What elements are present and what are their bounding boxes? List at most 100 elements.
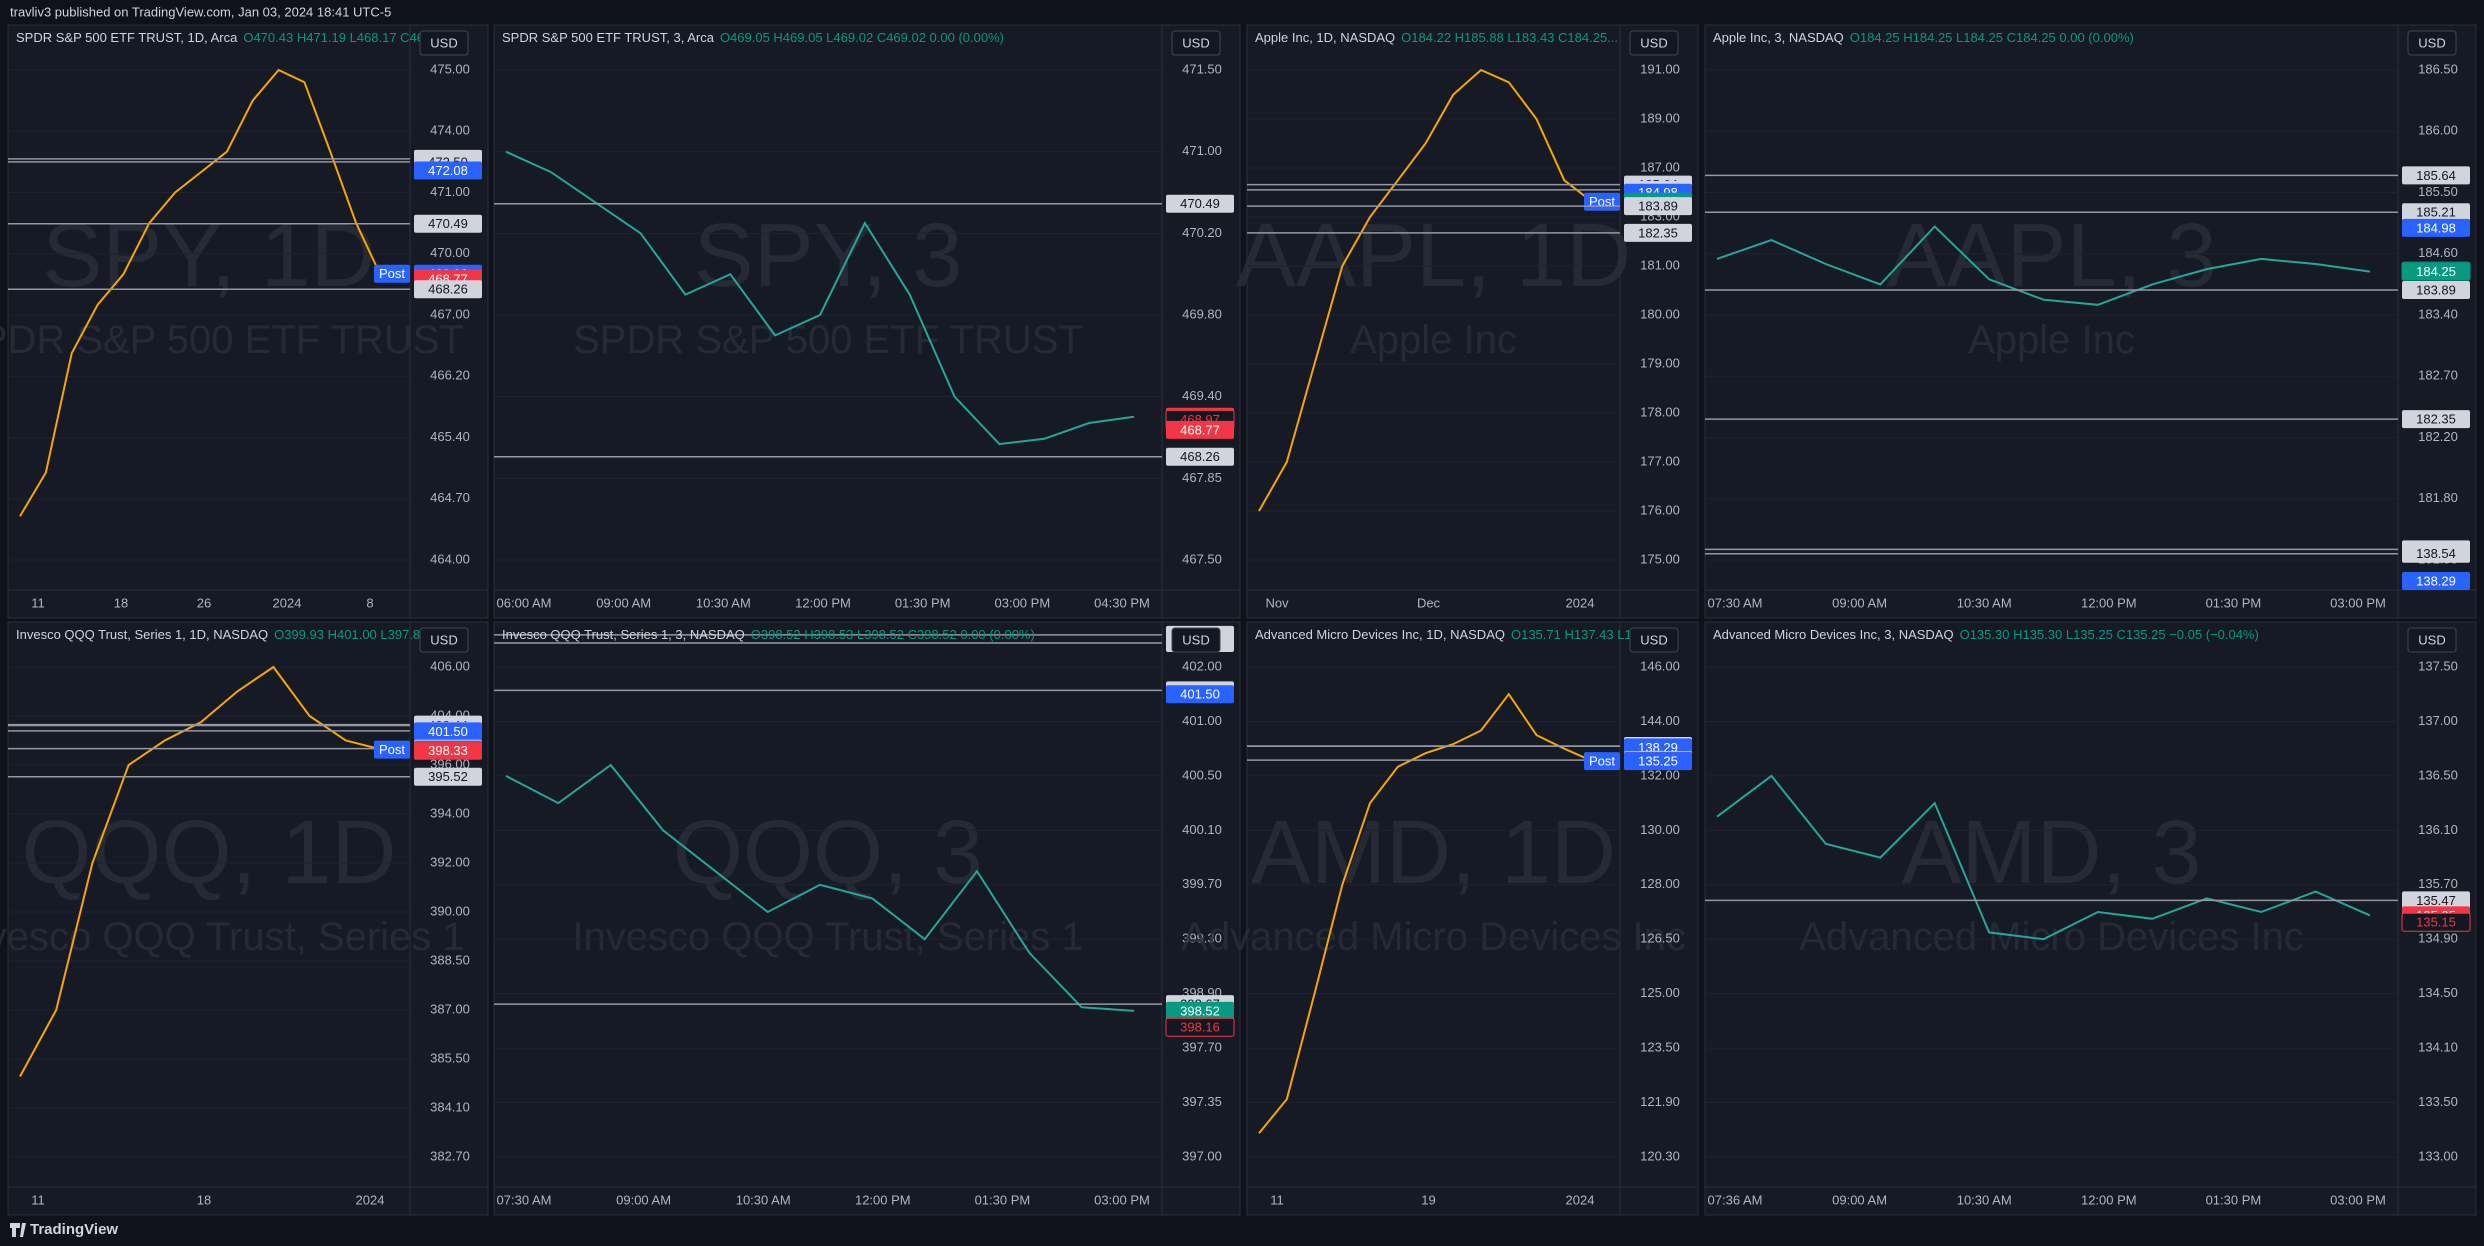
- price-tag-label: 135.47: [2416, 893, 2456, 908]
- price-label: 137.50: [2418, 658, 2458, 673]
- price-tag: [1166, 420, 1234, 439]
- price-tag: [2402, 203, 2470, 222]
- currency-box: [2407, 30, 2457, 56]
- time-label: 04:30 PM: [1094, 595, 1150, 610]
- price-label: 471.00: [1182, 143, 1222, 158]
- price-label: 181.00: [1640, 257, 1680, 272]
- price-label: 388.50: [430, 952, 470, 967]
- price-tag-label: 398.16: [1180, 1020, 1220, 1035]
- watermark: AAPL, 1D: [1236, 206, 1631, 306]
- price-label: 186.50: [2418, 61, 2458, 76]
- price-tag-label: 398.52: [1180, 1003, 1220, 1018]
- watermark: AMD, 1D: [1251, 803, 1616, 903]
- time-label: 07:36 AM: [1708, 1192, 1763, 1207]
- price-label: 144.00: [1640, 713, 1680, 728]
- price-tag-label: 185.64: [2416, 168, 2456, 183]
- symbol-title: Invesco QQQ Trust, Series 1, 3, NASDAQ: [502, 627, 745, 642]
- chart-header: SPDR S&P 500 ETF TRUST, 3, Arca O469.05 H…: [502, 30, 1004, 45]
- price-label: 474.00: [430, 123, 470, 138]
- price-tag-label: 182.35: [1638, 225, 1678, 240]
- price-tag: [414, 214, 482, 233]
- price-label: 470.20: [1182, 225, 1222, 240]
- price-tag: [1624, 752, 1692, 771]
- price-label: 176.00: [1640, 502, 1680, 517]
- time-label: 2024: [273, 595, 302, 610]
- price-tag: [2402, 218, 2470, 237]
- price-label: 471.00: [430, 184, 470, 199]
- price-label: 394.00: [430, 805, 470, 820]
- currency-label: USD: [2418, 632, 2445, 647]
- time-label: 09:00 AM: [616, 1192, 671, 1207]
- price-tag: [1166, 194, 1234, 213]
- price-line: [1258, 68, 1593, 512]
- watermark: QQQ, 3: [673, 803, 983, 903]
- time-label: 11: [1270, 1192, 1284, 1207]
- price-label: 400.10: [1182, 822, 1222, 837]
- price-label: 135.70: [2418, 876, 2458, 891]
- price-label: 184.60: [2418, 245, 2458, 260]
- time-label: 26: [197, 595, 211, 610]
- price-tag: [1166, 685, 1234, 704]
- price-label: 132.00: [1640, 767, 1680, 782]
- price-tag: [1624, 197, 1692, 216]
- price-label: 134.10: [2418, 1040, 2458, 1055]
- price-tag-label: 135.25: [1638, 754, 1678, 769]
- chart-header: Advanced Micro Devices Inc, 1D, NASDAQ O1…: [1255, 627, 1675, 642]
- price-tag: [2402, 166, 2470, 185]
- ohlc-values: O399.93 H401.00 L397.89 C...: [274, 627, 451, 642]
- price-label: 471.50: [1182, 61, 1222, 76]
- price-tag-label: 468.26: [1180, 449, 1220, 464]
- price-label: 134.50: [2418, 985, 2458, 1000]
- price-line: [1716, 225, 2371, 306]
- price-label: 189.00: [1640, 110, 1680, 125]
- watermark: Invesco QQQ Trust, Series 1: [572, 915, 1083, 959]
- watermark: SPDR S&P 500 ETF TRUST: [0, 318, 464, 362]
- price-label: 402.00: [1182, 658, 1222, 673]
- price-label: 133.00: [2418, 1148, 2458, 1163]
- price-tag: [1165, 1017, 1235, 1037]
- price-tag-label: 184.98: [2416, 220, 2456, 235]
- price-tag: [414, 722, 482, 741]
- time-label: 09:00 AM: [1832, 1192, 1887, 1207]
- currency-box: [1171, 30, 1221, 56]
- price-label: 399.30: [1182, 931, 1222, 946]
- time-label: Dec: [1417, 595, 1441, 610]
- price-label: 384.10: [430, 1099, 470, 1114]
- price-tag-label: 468.26: [428, 282, 468, 297]
- price-tag: [414, 741, 482, 760]
- chart-panel: [493, 24, 1241, 619]
- price-label: 136.10: [2418, 822, 2458, 837]
- time-label: 11: [31, 595, 45, 610]
- price-label: 183.40: [2418, 306, 2458, 321]
- time-label: 09:00 AM: [596, 595, 651, 610]
- time-label: 01:30 PM: [895, 595, 951, 610]
- time-label: 12:00 PM: [2081, 1192, 2137, 1207]
- price-tag: [2402, 410, 2470, 429]
- price-tag-label: 138.29: [1638, 740, 1678, 755]
- price-label: 392.00: [430, 854, 470, 869]
- chart-header: Apple Inc, 3, NASDAQ O184.25 H184.25 L184…: [1713, 30, 2134, 45]
- price-label: 401.00: [1182, 713, 1222, 728]
- ohlc-values: O184.25 H184.25 L184.25 C184.25 0.00 (0.…: [1850, 30, 2134, 45]
- chart-panel: [1246, 621, 1699, 1216]
- time-label: 09:00 AM: [1832, 595, 1887, 610]
- price-tag-label: 398.33: [428, 743, 468, 758]
- price-label: 136.50: [2418, 767, 2458, 782]
- ohlc-values: O184.22 H185.88 L183.43 C184.25...: [1401, 30, 1618, 45]
- price-label: 146.00: [1640, 658, 1680, 673]
- symbol-title: Apple Inc, 1D, NASDAQ: [1255, 30, 1395, 45]
- price-tag: [1166, 447, 1234, 466]
- price-label: 191.00: [1640, 61, 1680, 76]
- price-label: 400.50: [1182, 767, 1222, 782]
- price-tag-label: 183.89: [1638, 199, 1678, 214]
- price-tag-label: 470.49: [1180, 196, 1220, 211]
- currency-box: [1171, 627, 1221, 653]
- currency-box: [1629, 30, 1679, 56]
- watermark: SPY, 3: [694, 206, 963, 306]
- symbol-title: Advanced Micro Devices Inc, 1D, NASDAQ: [1255, 627, 1505, 642]
- ohlc-values: O135.30 H135.30 L135.25 C135.25 −0.05 (−…: [1960, 627, 2259, 642]
- price-tag: [2402, 891, 2470, 910]
- time-label: 18: [197, 1192, 211, 1207]
- time-label: 10:30 AM: [1957, 1192, 2012, 1207]
